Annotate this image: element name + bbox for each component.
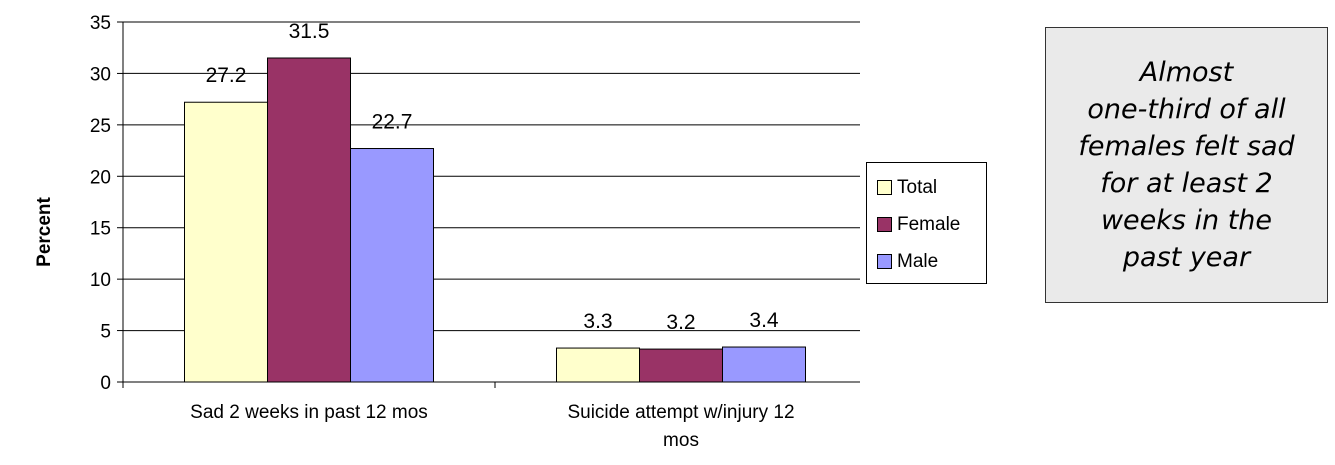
x-tick-label: Suicide attempt w/injury 12 [567, 402, 794, 423]
legend-swatch [877, 217, 892, 232]
data-label-male-0: 22.7 [372, 111, 413, 134]
data-label-total-1: 3.3 [583, 310, 612, 333]
data-labels: 27.2 31.5 22.7 3.3 3.2 3.4 [206, 20, 779, 334]
data-label-total-0: 27.2 [206, 64, 247, 87]
axes [117, 21, 860, 388]
bars [184, 57, 806, 383]
y-tick-label: 25 [90, 116, 111, 137]
y-tick-label: 10 [90, 270, 111, 291]
bar-female-0 [267, 57, 351, 383]
y-tick-label: 30 [90, 64, 111, 85]
y-tick-label: 5 [100, 322, 111, 343]
legend-item-female: Female [867, 206, 986, 243]
data-label-male-1: 3.4 [749, 309, 779, 332]
bar-male-0 [350, 148, 434, 383]
callout-box: Almost one-third of all females felt sad… [1045, 27, 1328, 303]
data-label-female-0: 31.5 [289, 20, 330, 43]
legend-swatch [877, 180, 892, 195]
x-tick-label: Sad 2 weeks in past 12 mos [190, 402, 428, 423]
bar-male-1 [722, 346, 806, 383]
y-tick-label: 35 [90, 13, 111, 34]
bar-total-0 [184, 101, 268, 383]
legend-label: Male [897, 250, 939, 272]
y-tick-label: 20 [90, 167, 111, 188]
y-tick-label: 15 [90, 219, 111, 240]
bar-chart: 0 5 10 15 20 25 30 35 Sad 2 weeks in past 12 mo… [34, 13, 860, 451]
callout-text: Almost one-third of all females felt sad… [1078, 57, 1295, 273]
y-axis-label: Percent [34, 196, 55, 266]
legend-item-total: Total [867, 169, 986, 206]
bar-female-1 [639, 348, 723, 383]
legend-label: Female [897, 213, 961, 235]
y-tick-label: 0 [100, 373, 111, 394]
data-label-female-1: 3.2 [666, 311, 695, 334]
legend-item-male: Male [867, 243, 986, 280]
legend-label: Total [897, 176, 938, 198]
y-tick-labels: 0 5 10 15 20 25 30 35 [90, 13, 111, 394]
legend-swatch [877, 254, 892, 269]
bar-total-1 [556, 347, 640, 383]
x-tick-labels: Sad 2 weeks in past 12 mos Suicide attemp… [190, 402, 794, 451]
chart-legend: Total Female Male [866, 162, 987, 284]
x-tick-label: mos [663, 430, 699, 451]
